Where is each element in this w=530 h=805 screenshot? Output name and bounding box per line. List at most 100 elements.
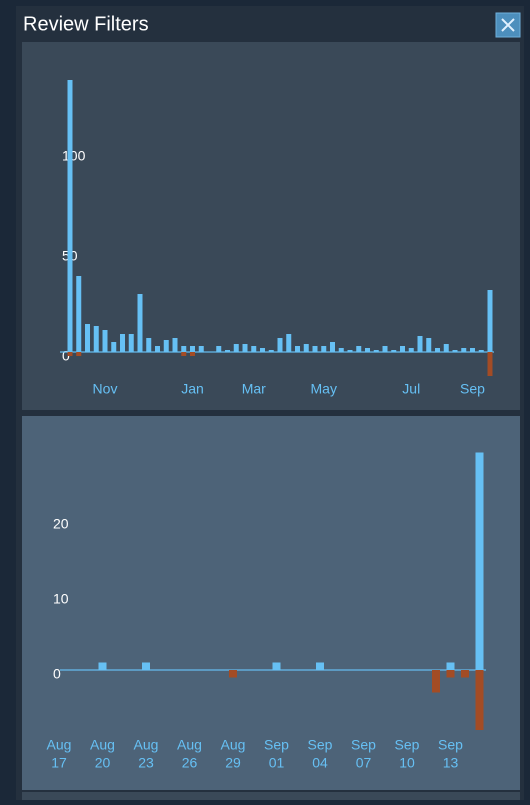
x-tick-label: 26: [182, 755, 198, 771]
bar: [277, 338, 283, 352]
bar: [303, 344, 309, 352]
bar: [408, 348, 414, 352]
bar: [365, 348, 370, 352]
x-tick-label: 17: [51, 755, 67, 771]
x-tick-label: 10: [399, 755, 415, 771]
x-tick-label: Mar: [242, 381, 266, 397]
y-tick-label: 0: [62, 348, 70, 364]
bar: [321, 346, 327, 352]
chart-panel: [22, 42, 520, 410]
bar: [443, 344, 449, 352]
bar: [76, 352, 82, 356]
bar: [251, 346, 257, 352]
y-tick-label: 100: [62, 148, 86, 164]
bar: [190, 346, 195, 352]
y-tick-label: 20: [53, 516, 69, 532]
bar: [461, 670, 469, 678]
bar: [487, 352, 493, 376]
x-tick-label: Sep: [438, 737, 463, 753]
bar: [67, 80, 73, 352]
bar: [382, 346, 388, 352]
bar: [98, 662, 107, 670]
bar: [190, 352, 195, 356]
bar: [229, 670, 237, 678]
x-tick-label: Sep: [264, 737, 289, 753]
bar: [470, 348, 475, 352]
bar: [120, 334, 125, 352]
x-tick-label: Sep: [351, 737, 376, 753]
x-tick-label: Aug: [47, 737, 72, 753]
bar: [198, 346, 204, 352]
bar: [330, 342, 335, 352]
bar: [432, 670, 440, 693]
bar: [391, 350, 397, 352]
x-tick-label: May: [311, 381, 337, 397]
bar: [137, 294, 143, 352]
close-box[interactable]: [495, 12, 521, 38]
x-tick-label: Sep: [395, 737, 420, 753]
bar: [260, 348, 265, 352]
bar: [312, 346, 318, 352]
bar: [128, 334, 134, 352]
x-tick-label: Aug: [177, 737, 202, 753]
bar: [338, 348, 344, 352]
bar: [163, 340, 169, 352]
y-tick-label: 0: [53, 666, 61, 682]
x-tick-label: Jul: [402, 381, 420, 397]
x-tick-label: Aug: [90, 737, 115, 753]
bar: [67, 352, 73, 356]
bar: [316, 662, 324, 670]
close-icon[interactable]: [501, 18, 515, 32]
y-tick-label: 10: [53, 591, 69, 607]
bar: [475, 452, 484, 670]
bar: [461, 348, 467, 352]
x-tick-label: Nov: [93, 381, 118, 397]
bar: [435, 348, 440, 352]
bar: [478, 350, 484, 352]
x-tick-label: Aug: [221, 737, 246, 753]
bar: [93, 326, 99, 352]
bar: [400, 346, 405, 352]
x-tick-label: Sep: [460, 381, 485, 397]
bar: [347, 350, 353, 352]
bar: [181, 346, 187, 352]
bar: [85, 324, 90, 352]
bar: [216, 346, 222, 352]
bar: [102, 330, 108, 352]
bar: [225, 350, 230, 352]
x-tick-label: 13: [443, 755, 459, 771]
bar: [487, 290, 493, 352]
bar: [242, 344, 248, 352]
bar: [142, 662, 150, 670]
x-tick-label: 04: [312, 755, 328, 771]
bar: [272, 662, 281, 670]
bar: [452, 350, 458, 352]
bar: [417, 336, 423, 352]
bar: [172, 338, 178, 352]
x-tick-label: Sep: [308, 737, 333, 753]
bar: [233, 344, 239, 352]
bar: [356, 346, 362, 352]
x-tick-label: 29: [225, 755, 241, 771]
x-tick-label: 07: [356, 755, 372, 771]
next-panel: [22, 792, 520, 800]
bar: [295, 346, 300, 352]
bar: [111, 342, 117, 352]
bar: [446, 670, 455, 678]
bar: [76, 276, 82, 352]
bar: [286, 334, 292, 352]
x-tick-label: 23: [138, 755, 154, 771]
bar: [446, 662, 455, 670]
bar: [181, 352, 187, 356]
chart-panel: [22, 416, 520, 790]
bar: [426, 338, 432, 352]
bar: [268, 350, 274, 352]
close-button[interactable]: [495, 12, 521, 38]
x-tick-label: 20: [95, 755, 111, 771]
bar: [373, 350, 379, 352]
x-tick-label: Aug: [134, 737, 159, 753]
bar: [155, 346, 160, 352]
dialog-title: Review Filters: [23, 13, 149, 35]
